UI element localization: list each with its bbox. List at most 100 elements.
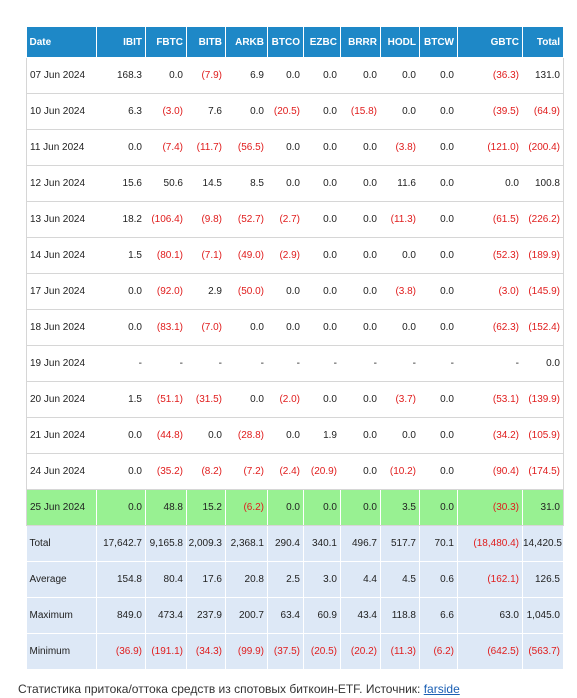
cell-btco: (2.9): [267, 237, 304, 274]
cell-arkb: (50.0): [225, 273, 268, 310]
cell-btco: 0.0: [267, 57, 304, 94]
table-row: 18 Jun 2024 0.0 (83.1) (7.0) 0.0 0.0 0.0 0.0 0.0…: [26, 309, 564, 346]
cell-btcw: 0.0: [419, 417, 458, 454]
cell-bitb: 7.6: [186, 93, 226, 130]
cell-arkb: (52.7): [225, 201, 268, 238]
cell-gbtc: (34.2): [457, 417, 523, 454]
table-caption: Статистика притока/оттока средств из спо…: [18, 682, 460, 696]
cell-ezbc: 0.0: [303, 201, 341, 238]
cell-total: (563.7): [522, 633, 564, 670]
cell-fbtc: (92.0): [145, 273, 187, 310]
cell-date: Average: [26, 561, 97, 598]
cell-btcw: 0.0: [419, 273, 458, 310]
summary-row-average: Average 154.8 80.4 17.6 20.8 2.5 3.0 4.4 4.5 0.6(…: [26, 561, 564, 598]
cell-fbtc: 48.8: [145, 489, 187, 526]
cell-arkb: 0.0: [225, 93, 268, 130]
cell-fbtc: (3.0): [145, 93, 187, 130]
cell-btcw: 0.0: [419, 453, 458, 490]
cell-fbtc: 80.4: [145, 561, 187, 598]
column-header-fbtc: FBTC: [145, 27, 187, 58]
cell-date: 21 Jun 2024: [26, 417, 97, 454]
cell-date: 18 Jun 2024: [26, 309, 97, 346]
cell-fbtc: (44.8): [145, 417, 187, 454]
cell-ezbc: 60.9: [303, 597, 341, 634]
column-header-date: Date: [26, 27, 97, 58]
cell-bitb: 2,009.3: [186, 525, 226, 562]
cell-ibit: 6.3: [96, 93, 146, 130]
column-header-brrr: BRRR: [340, 27, 381, 58]
cell-bitb: (11.7): [186, 129, 226, 166]
table-row: 14 Jun 2024 1.5 (80.1) (7.1) (49.0) (2.9) 0.0 0…: [26, 237, 564, 274]
cell-date: Minimum: [26, 633, 97, 670]
column-header-arkb: ARKB: [225, 27, 268, 58]
cell-ibit: 0.0: [96, 453, 146, 490]
cell-ibit: (36.9): [96, 633, 146, 670]
cell-btcw: 0.0: [419, 129, 458, 166]
cell-bitb: (34.3): [186, 633, 226, 670]
cell-total: 126.5: [522, 561, 564, 598]
cell-fbtc: (7.4): [145, 129, 187, 166]
cell-brrr: 0.0: [340, 417, 381, 454]
cell-fbtc: (83.1): [145, 309, 187, 346]
cell-gbtc: (62.3): [457, 309, 523, 346]
cell-btcw: 0.0: [419, 93, 458, 130]
cell-brrr: (20.2): [340, 633, 381, 670]
table-row: 17 Jun 2024 0.0 (92.0) 2.9 (50.0) 0.0 0.0 0.0 (3…: [26, 273, 564, 310]
cell-btco: 0.0: [267, 273, 304, 310]
column-header-btcw: BTCW: [419, 27, 458, 58]
table-row: 07 Jun 2024 168.3 0.0 (7.9) 6.9 0.0 0.0 0.0 0.0 0…: [26, 57, 564, 94]
table-row: 20 Jun 2024 1.5 (51.1) (31.5) 0.0 (2.0) 0.0 0.0…: [26, 381, 564, 418]
cell-gbtc: (61.5): [457, 201, 523, 238]
cell-ezbc: 0.0: [303, 129, 341, 166]
cell-date: 25 Jun 2024: [26, 489, 97, 526]
cell-fbtc: (80.1): [145, 237, 187, 274]
cell-bitb: 17.6: [186, 561, 226, 598]
cell-bitb: (7.1): [186, 237, 226, 274]
source-link[interactable]: farside: [423, 682, 460, 696]
cell-btcw: 0.0: [419, 57, 458, 94]
cell-hodl: 3.5: [380, 489, 420, 526]
cell-date: 19 Jun 2024: [26, 345, 97, 382]
column-header-hodl: HODL: [380, 27, 420, 58]
cell-btcw: 70.1: [419, 525, 458, 562]
cell-btco: 0.0: [267, 417, 304, 454]
cell-ezbc: (20.9): [303, 453, 341, 490]
cell-gbtc: (642.5): [457, 633, 523, 670]
cell-btco: 2.5: [267, 561, 304, 598]
cell-hodl: (10.2): [380, 453, 420, 490]
cell-total: (189.9): [522, 237, 564, 274]
cell-btcw: 0.0: [419, 237, 458, 274]
cell-btcw: (6.2): [419, 633, 458, 670]
column-header-bitb: BITB: [186, 27, 226, 58]
cell-gbtc: (53.1): [457, 381, 523, 418]
cell-brrr: (15.8): [340, 93, 381, 130]
table-row: 10 Jun 2024 6.3 (3.0) 7.6 0.0 (20.5) 0.0 (15.8)…: [26, 93, 564, 130]
cell-ezbc: 0.0: [303, 273, 341, 310]
cell-date: 24 Jun 2024: [26, 453, 97, 490]
cell-btco: (2.7): [267, 201, 304, 238]
cell-ibit: 1.5: [96, 237, 146, 274]
cell-total: (105.9): [522, 417, 564, 454]
cell-arkb: 0.0: [225, 309, 268, 346]
cell-bitb: (31.5): [186, 381, 226, 418]
cell-btco: 63.4: [267, 597, 304, 634]
cell-hodl: -: [380, 345, 420, 382]
cell-date: 11 Jun 2024: [26, 129, 97, 166]
cell-btcw: -: [419, 345, 458, 382]
cell-hodl: 0.0: [380, 93, 420, 130]
cell-hodl: 517.7: [380, 525, 420, 562]
cell-total: (145.9): [522, 273, 564, 310]
cell-ibit: 849.0: [96, 597, 146, 634]
cell-date: 13 Jun 2024: [26, 201, 97, 238]
cell-fbtc: (35.2): [145, 453, 187, 490]
cell-ibit: 154.8: [96, 561, 146, 598]
cell-total: 100.8: [522, 165, 564, 202]
cell-ezbc: 340.1: [303, 525, 341, 562]
cell-total: 1,045.0: [522, 597, 564, 634]
cell-ibit: -: [96, 345, 146, 382]
cell-total: (64.9): [522, 93, 564, 130]
cell-ezbc: 0.0: [303, 489, 341, 526]
caption-text: Статистика притока/оттока средств из спо…: [18, 682, 424, 696]
column-header-btco: BTCO: [267, 27, 304, 58]
cell-hodl: (11.3): [380, 633, 420, 670]
